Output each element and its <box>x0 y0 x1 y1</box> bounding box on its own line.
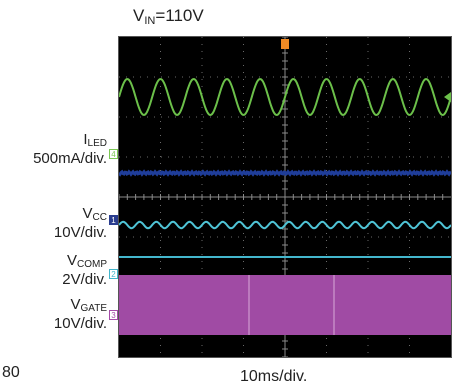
trigger-marker <box>281 39 289 49</box>
oscilloscope-screen <box>118 36 452 358</box>
ch-label-vgate: VGATE 10V/div. <box>53 296 107 332</box>
ch-label-vcc: VCC 10V/div. <box>53 205 107 241</box>
trace-vcc <box>119 220 451 230</box>
scope-plot <box>119 37 451 357</box>
channel-1-marker: 1 <box>109 215 118 225</box>
trace-iled <box>119 77 451 117</box>
channel-3-marker: 3 <box>109 310 118 320</box>
ch-level-arrow <box>444 92 451 102</box>
trace-baseline <box>119 169 451 177</box>
channel-2-marker: 2 <box>109 269 118 279</box>
figure-number: 80 <box>2 364 20 381</box>
channel-4-marker: 4 <box>109 149 118 159</box>
time-scale-label: 10ms/div. <box>240 368 308 385</box>
trace-vgate <box>119 275 451 335</box>
ch-label-vcomp: VCOMP 2V/div. <box>62 252 107 288</box>
ch-label-iled: ILED 500mA/div. <box>33 131 107 167</box>
chart-title: VIN=110V <box>133 6 204 27</box>
